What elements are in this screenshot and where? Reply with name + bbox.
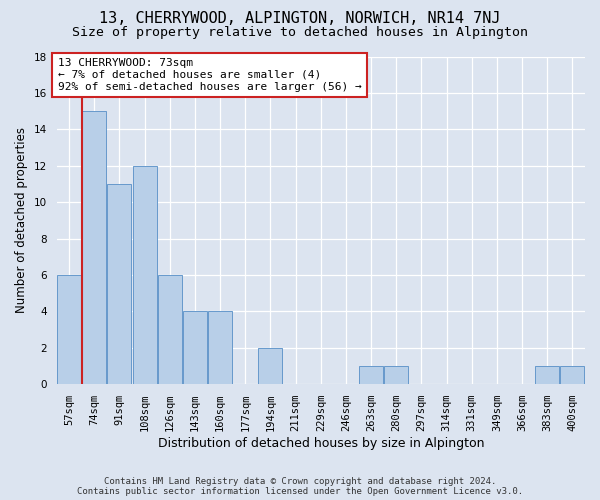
- Bar: [359, 366, 383, 384]
- Bar: [183, 312, 207, 384]
- Bar: [259, 348, 283, 384]
- Bar: [385, 366, 408, 384]
- Text: Size of property relative to detached houses in Alpington: Size of property relative to detached ho…: [72, 26, 528, 39]
- Y-axis label: Number of detached properties: Number of detached properties: [15, 128, 28, 314]
- Text: Contains HM Land Registry data © Crown copyright and database right 2024.
Contai: Contains HM Land Registry data © Crown c…: [77, 476, 523, 496]
- Bar: [158, 275, 182, 384]
- Bar: [82, 111, 106, 384]
- Bar: [133, 166, 157, 384]
- Text: 13, CHERRYWOOD, ALPINGTON, NORWICH, NR14 7NJ: 13, CHERRYWOOD, ALPINGTON, NORWICH, NR14…: [99, 11, 501, 26]
- Bar: [535, 366, 559, 384]
- Bar: [560, 366, 584, 384]
- X-axis label: Distribution of detached houses by size in Alpington: Distribution of detached houses by size …: [158, 437, 484, 450]
- Bar: [107, 184, 131, 384]
- Bar: [57, 275, 81, 384]
- Bar: [208, 312, 232, 384]
- Text: 13 CHERRYWOOD: 73sqm
← 7% of detached houses are smaller (4)
92% of semi-detache: 13 CHERRYWOOD: 73sqm ← 7% of detached ho…: [58, 58, 362, 92]
